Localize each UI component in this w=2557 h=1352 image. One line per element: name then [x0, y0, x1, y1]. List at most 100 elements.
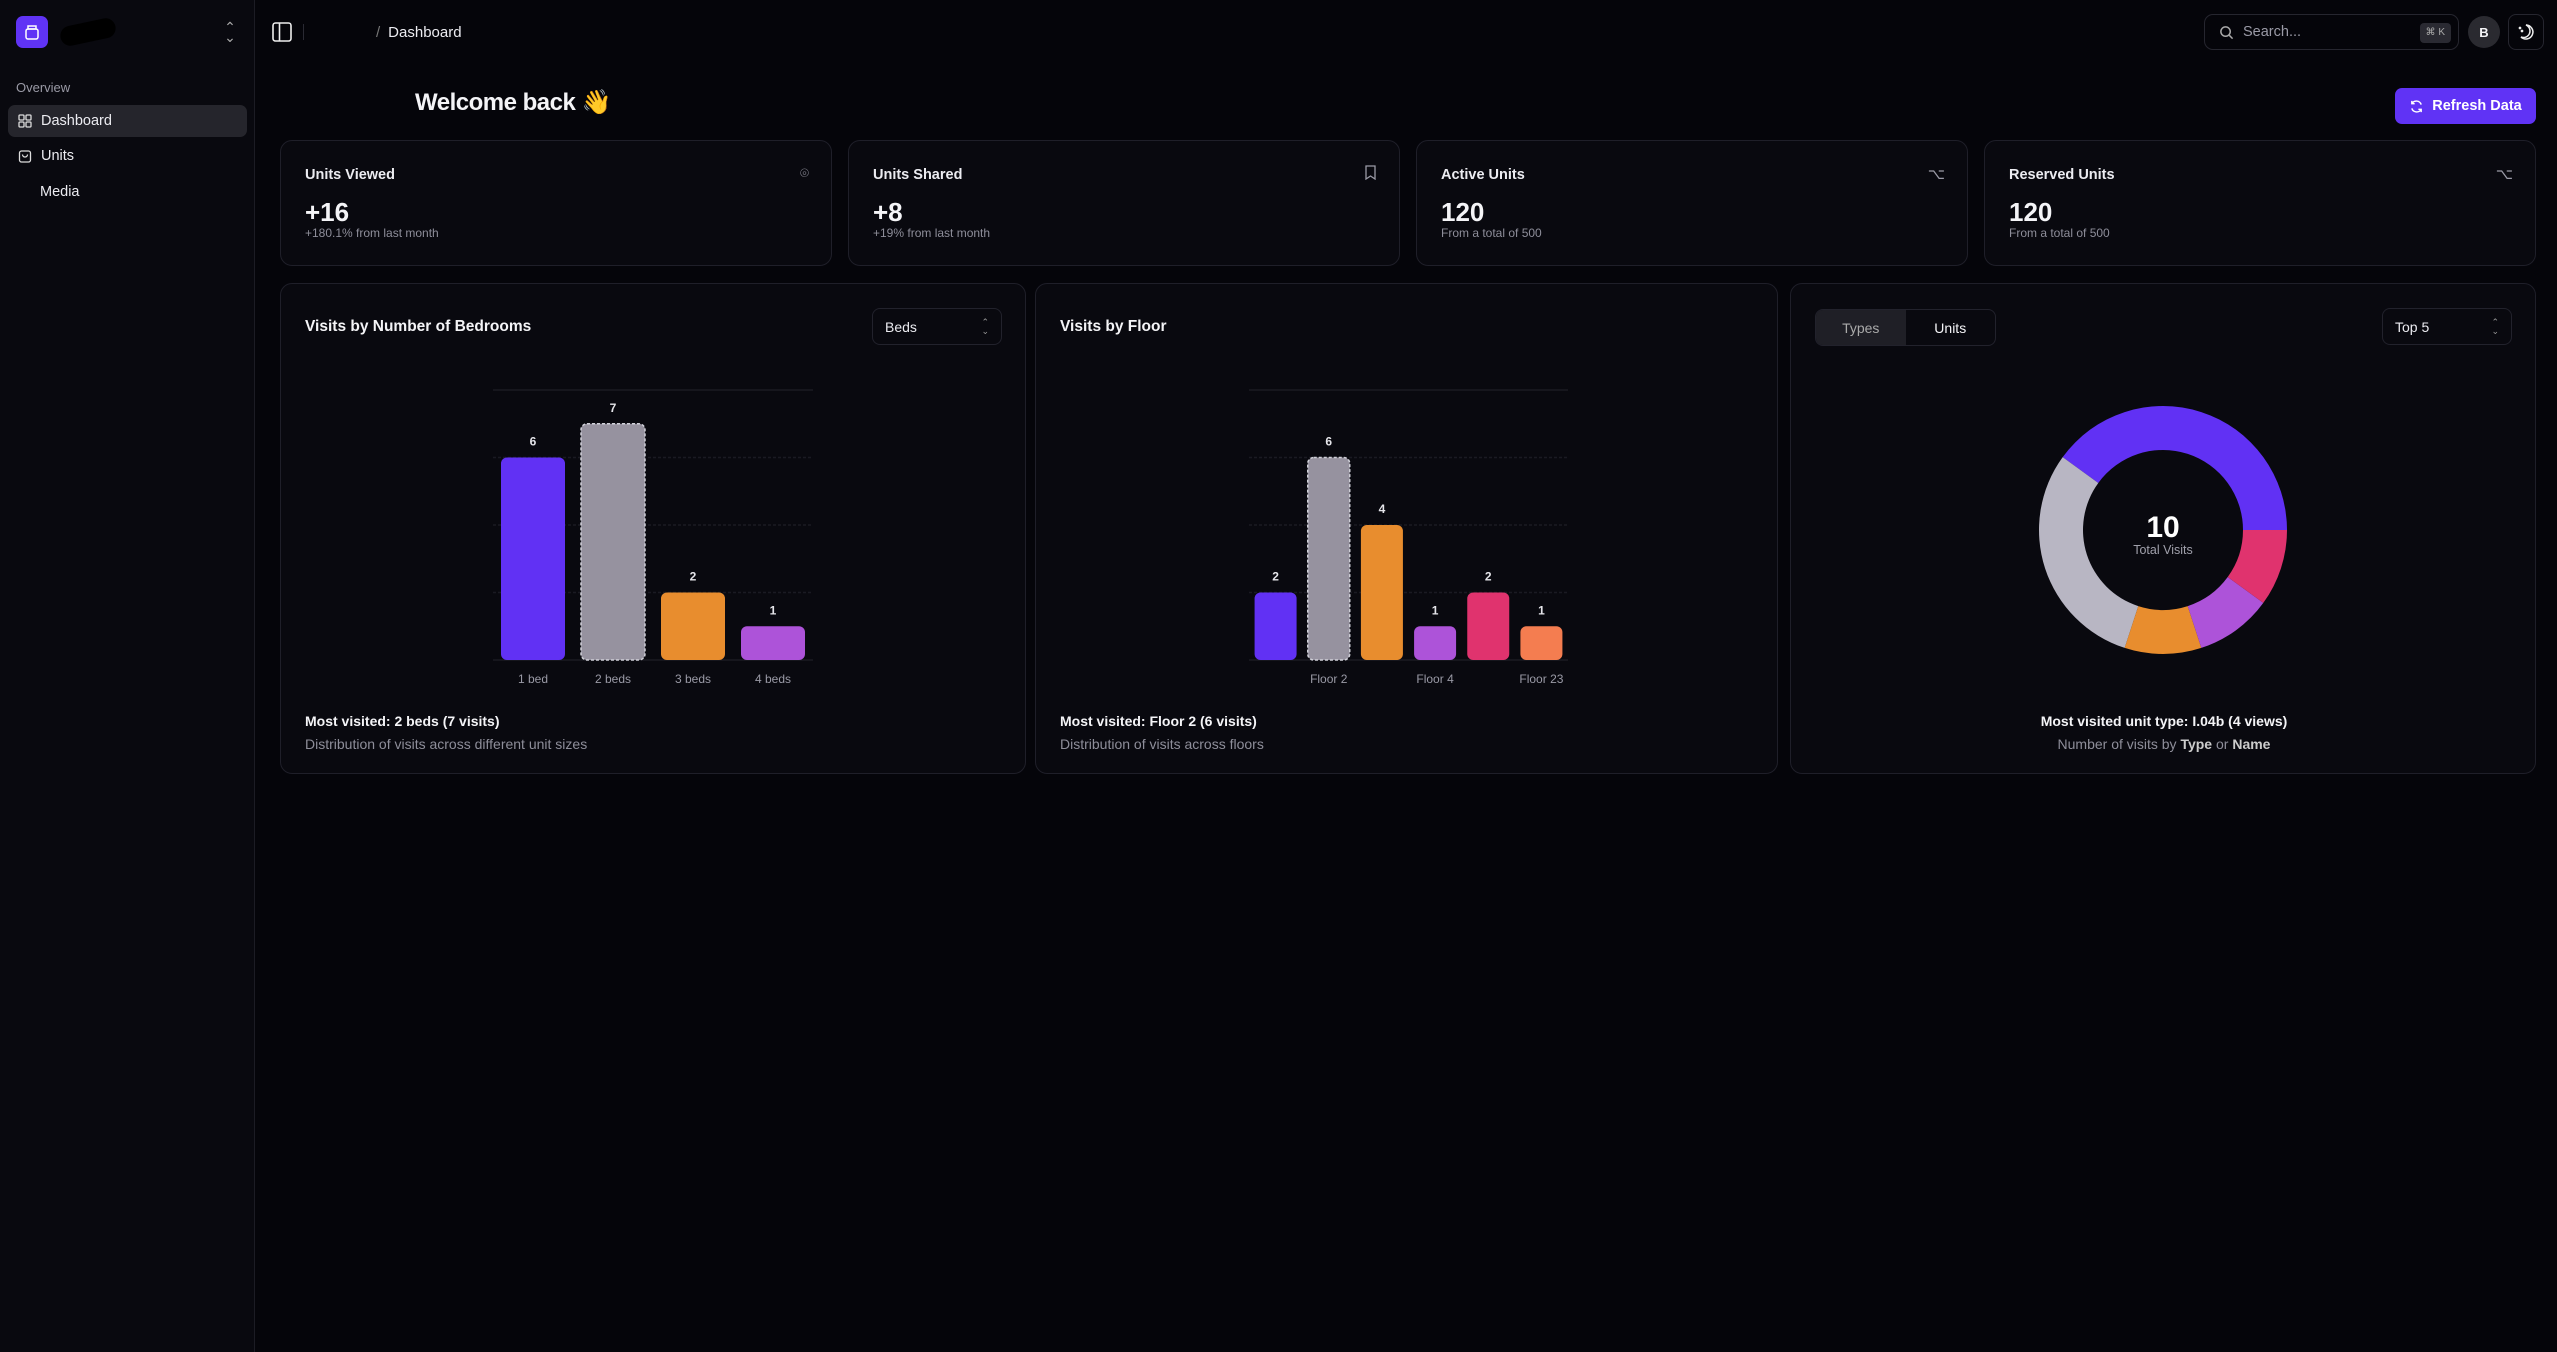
bar	[580, 423, 646, 661]
bar	[1254, 592, 1297, 660]
breadcrumb: / Dashboard	[376, 24, 462, 41]
bar	[1307, 456, 1351, 661]
donut-center-value: 10	[2146, 511, 2179, 544]
refresh-label: Refresh Data	[2432, 98, 2522, 114]
stat-title: Units Shared	[873, 167, 963, 183]
x-tick-label: Floor 23	[1519, 672, 1563, 686]
donut-slice	[2187, 577, 2264, 648]
floors-bar-chart: 2 6 Floor 2 4 1 Floor 4 2 1 Floor 23	[1249, 389, 1568, 686]
app-logo[interactable]	[16, 16, 48, 48]
bar	[1360, 525, 1403, 660]
stat-sub: +19% from last month	[873, 226, 991, 240]
bar-value-label: 6	[1325, 435, 1332, 449]
stat-value: +16	[305, 197, 350, 227]
x-tick-label: 2 beds	[595, 672, 631, 686]
redacted-org-name	[58, 16, 118, 48]
chart-summary: Most visited: 2 beds (7 visits)	[305, 713, 500, 729]
select-value: Top 5	[2395, 318, 2430, 335]
chart-description: Distribution of visits across floors	[1060, 736, 1264, 752]
stat-card-units-shared: Units Shared +8 +19% from last month	[848, 140, 1400, 266]
stat-value: 120	[1441, 197, 1485, 227]
page-title: Welcome back 👋	[415, 89, 611, 116]
tab-units[interactable]: Units	[1934, 319, 1967, 336]
bar	[661, 592, 725, 660]
eye-scan-icon: ⌾	[799, 165, 809, 182]
stat-card-units-viewed: Units Viewed ⌾ +16 +180.1% from last mon…	[280, 140, 832, 266]
tab-types[interactable]: Types	[1816, 310, 1906, 345]
types-units-toggle: Types Units	[1815, 309, 1996, 346]
header-divider	[303, 24, 304, 40]
bar-value-label: 1	[770, 603, 777, 617]
bar-value-label: 4	[1379, 502, 1386, 516]
search-placeholder: Search...	[2243, 24, 2302, 40]
avatar[interactable]: B	[2468, 16, 2500, 48]
breadcrumb-current: Dashboard	[388, 24, 462, 41]
sidebar-item-units[interactable]: Units	[8, 140, 247, 172]
chart-title: Visits by Number of Bedrooms	[305, 318, 532, 335]
sidebar: ⌃ ⌄ Overview Dashboard Units Media	[0, 0, 255, 1352]
desc-text: Number of visits by	[2057, 736, 2181, 752]
stat-title: Reserved Units	[2009, 167, 2115, 183]
stat-title: Active Units	[1441, 167, 1525, 183]
bar	[501, 457, 565, 660]
sidebar-item-label: Units	[41, 148, 75, 164]
chevrons-up-down-icon[interactable]: ⌃ ⌄	[224, 19, 236, 45]
x-tick-label: Floor 2	[1310, 672, 1348, 686]
shortcut-badge: ⌘ K	[2419, 23, 2451, 43]
stat-title: Units Viewed	[305, 167, 395, 183]
floors-chart-card: Visits by Floor 2 6 Floor 2 4 1 Floor 4 2 1 Floo…	[1035, 283, 1778, 774]
refresh-data-button[interactable]: Refresh Data	[2395, 88, 2536, 124]
chevrons-up-down-icon: ⌃ ⌄	[981, 317, 989, 336]
sidebar-item-dashboard[interactable]: Dashboard	[8, 105, 247, 137]
types-donut-chart: 10 Total Visits	[2039, 405, 2287, 654]
search-icon	[2220, 25, 2234, 39]
sidebar-toggle-icon[interactable]	[270, 20, 294, 44]
donut-slice	[2227, 530, 2287, 603]
jar-icon	[25, 25, 39, 40]
bar	[1520, 626, 1563, 660]
donut-slice	[2124, 606, 2202, 654]
x-tick-label: 3 beds	[675, 672, 711, 686]
bar-value-label: 2	[690, 570, 697, 584]
search-input[interactable]: Search... ⌘ K	[2204, 14, 2459, 50]
bar-value-label: 1	[1538, 603, 1545, 617]
stat-card-reserved-units: Reserved Units ⌥ 120 From a total of 500	[1984, 140, 2536, 266]
chart-summary: Most visited: Floor 2 (6 visits)	[1060, 713, 1257, 729]
chevrons-up-down-icon: ⌃ ⌄	[2491, 317, 2499, 336]
bar-value-label: 7	[610, 401, 617, 415]
nav-section-label: Overview	[16, 80, 71, 95]
theme-toggle-button[interactable]	[2508, 14, 2544, 50]
stat-sub: +180.1% from last month	[305, 226, 439, 240]
top-n-select[interactable]: Top 5 ⌃ ⌄	[2382, 308, 2512, 345]
chart-description: Number of visits by Type or Name	[1791, 736, 2537, 752]
donut-slice	[2062, 405, 2287, 530]
grid-icon	[18, 114, 32, 128]
stat-value: 120	[2009, 197, 2053, 227]
stat-sub: From a total of 500	[2009, 226, 2110, 240]
chart-description: Distribution of visits across different …	[305, 736, 588, 752]
select-value: Beds	[885, 318, 917, 335]
bar-value-label: 6	[530, 435, 537, 449]
sidebar-item-media[interactable]: Media	[8, 176, 247, 208]
sidebar-item-label: Dashboard	[41, 113, 112, 129]
donut-center-label: Total Visits	[2133, 543, 2193, 557]
option-icon: ⌥	[2495, 166, 2513, 183]
bedrooms-chart-card: Visits by Number of Bedrooms Beds ⌃ ⌄ 6 1 b…	[280, 283, 1026, 774]
bar	[741, 626, 805, 660]
bar	[1467, 592, 1510, 660]
bar-value-label: 2	[1272, 570, 1279, 584]
sidebar-item-label: Media	[40, 184, 80, 200]
stat-value: +8	[873, 197, 903, 227]
beds-select[interactable]: Beds ⌃ ⌄	[872, 308, 1002, 345]
stat-card-active-units: Active Units ⌥ 120 From a total of 500	[1416, 140, 1968, 266]
box-icon	[18, 150, 32, 163]
bar	[1414, 626, 1457, 660]
types-chart-card: Types Units Top 5 ⌃ ⌄ 10 Total Visits Most…	[1790, 283, 2536, 774]
refresh-icon	[2411, 99, 2423, 113]
chart-summary: Most visited unit type: I.04b (4 views)	[2040, 713, 2288, 729]
chart-title: Visits by Floor	[1060, 318, 1167, 335]
bookmark-icon	[1365, 165, 1376, 180]
bar-value-label: 2	[1485, 570, 1492, 584]
donut-slice	[2039, 457, 2139, 648]
x-tick-label: 1 bed	[518, 672, 548, 686]
